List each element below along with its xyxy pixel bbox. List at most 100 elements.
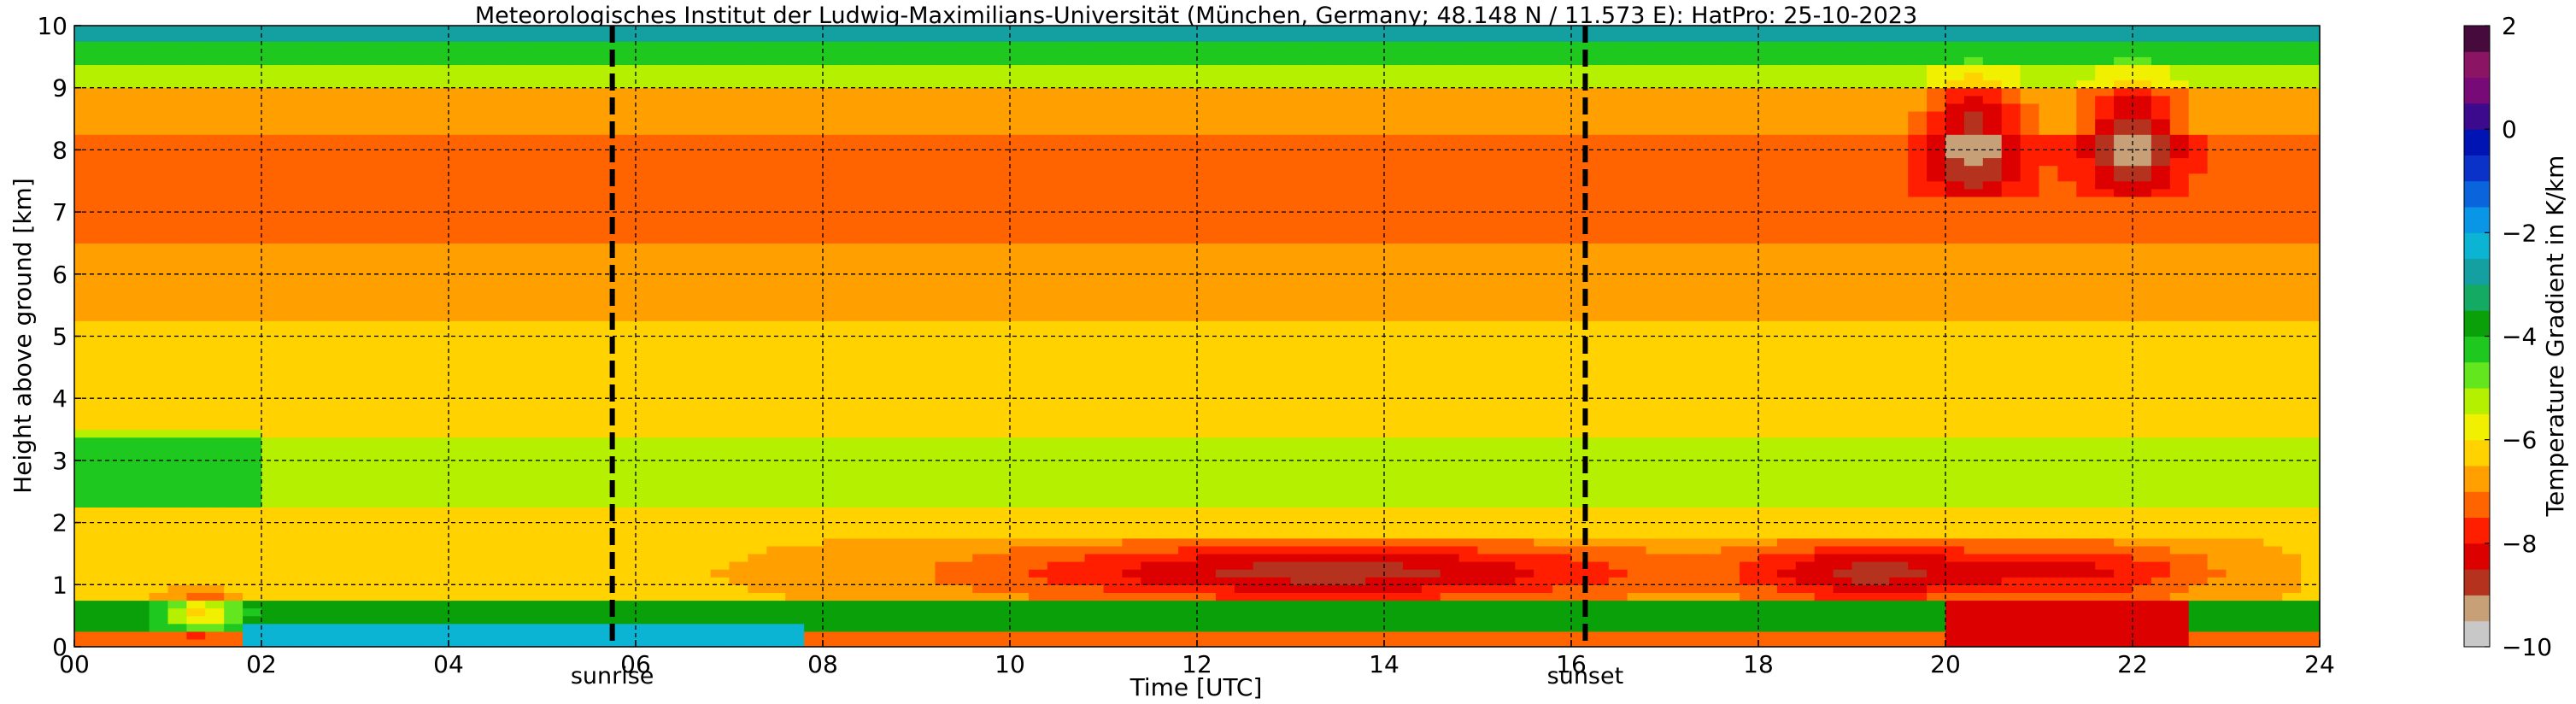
heatmap-cell bbox=[954, 631, 973, 640]
heatmap-cell bbox=[411, 343, 431, 353]
heatmap-cell bbox=[74, 467, 94, 477]
heatmap-cell bbox=[1084, 87, 1105, 97]
heatmap-cell bbox=[1047, 553, 1067, 562]
heatmap-cell bbox=[579, 212, 599, 220]
heatmap-cell bbox=[1197, 220, 1217, 228]
heatmap-cell bbox=[636, 243, 655, 252]
heatmap-cell bbox=[373, 414, 393, 423]
heatmap-cell bbox=[1159, 351, 1179, 361]
heatmap-cell bbox=[1234, 561, 1254, 570]
heatmap-cell bbox=[111, 126, 132, 135]
heatmap-cell bbox=[466, 243, 487, 252]
heatmap-cell bbox=[1028, 499, 1048, 508]
heatmap-cell bbox=[1065, 313, 1086, 321]
heatmap-cell bbox=[1215, 157, 1235, 167]
heatmap-cell bbox=[598, 577, 618, 585]
heatmap-cell bbox=[92, 421, 113, 431]
heatmap-cell bbox=[654, 180, 674, 190]
heatmap-cell bbox=[205, 313, 225, 321]
heatmap-cell bbox=[729, 64, 748, 73]
heatmap-cell bbox=[523, 467, 543, 477]
heatmap-cell bbox=[1215, 631, 1235, 640]
heatmap-cell bbox=[523, 607, 543, 617]
heatmap-cell bbox=[523, 266, 543, 275]
heatmap-cell bbox=[860, 110, 880, 120]
heatmap-cell bbox=[785, 577, 805, 585]
heatmap-cell bbox=[336, 220, 356, 228]
heatmap-cell bbox=[841, 467, 861, 477]
heatmap-cell bbox=[897, 173, 918, 182]
heatmap-cell bbox=[691, 173, 712, 182]
heatmap-cell bbox=[74, 258, 94, 267]
heatmap-cell bbox=[823, 522, 842, 531]
heatmap-cell bbox=[1103, 530, 1123, 539]
heatmap-cell bbox=[130, 313, 150, 321]
heatmap-cell bbox=[130, 134, 150, 143]
heatmap-cell bbox=[823, 49, 842, 57]
heatmap-cell bbox=[298, 421, 319, 431]
heatmap-cell bbox=[1103, 250, 1123, 260]
heatmap-cell bbox=[523, 460, 543, 469]
heatmap-cell bbox=[954, 577, 973, 585]
heatmap-cell bbox=[878, 499, 899, 508]
heatmap-cell bbox=[878, 522, 899, 531]
heatmap-cell bbox=[878, 530, 899, 539]
heatmap-cell bbox=[1178, 305, 1198, 314]
heatmap-cell bbox=[1215, 289, 1235, 298]
heatmap-cell bbox=[205, 631, 225, 640]
heatmap-cell bbox=[654, 569, 674, 578]
heatmap-cell bbox=[691, 157, 712, 167]
heatmap-cell bbox=[504, 157, 525, 167]
heatmap-cell bbox=[243, 95, 262, 104]
heatmap-cell bbox=[449, 537, 468, 547]
heatmap-cell bbox=[617, 467, 637, 477]
heatmap-cell bbox=[1065, 421, 1086, 431]
heatmap-cell bbox=[579, 305, 599, 314]
heatmap-cell bbox=[317, 33, 337, 42]
heatmap-cell bbox=[243, 289, 262, 298]
heatmap-cell bbox=[598, 196, 618, 205]
heatmap-cell bbox=[1141, 250, 1160, 260]
heatmap-cell bbox=[243, 429, 262, 438]
heatmap-cell bbox=[672, 220, 693, 228]
heatmap-cell bbox=[1215, 367, 1235, 376]
heatmap-cell bbox=[149, 220, 169, 228]
heatmap-cell bbox=[785, 126, 805, 135]
heatmap-cell bbox=[560, 196, 580, 205]
heatmap-cell bbox=[878, 134, 899, 143]
heatmap-cell bbox=[748, 561, 767, 570]
heatmap-cell bbox=[130, 87, 150, 97]
heatmap-cell bbox=[205, 514, 225, 524]
heatmap-cell bbox=[149, 584, 169, 593]
heatmap-cell bbox=[504, 600, 525, 609]
heatmap-cell bbox=[205, 126, 225, 135]
heatmap-cell bbox=[617, 119, 637, 127]
heatmap-cell bbox=[598, 561, 618, 570]
heatmap-cell bbox=[729, 289, 748, 298]
heatmap-cell bbox=[841, 452, 861, 461]
heatmap-cell bbox=[1197, 545, 1217, 554]
heatmap-cell bbox=[542, 72, 561, 81]
heatmap-cell bbox=[186, 305, 206, 314]
heatmap-cell bbox=[579, 615, 599, 625]
heatmap-cell bbox=[261, 103, 281, 112]
heatmap-cell bbox=[130, 119, 150, 127]
heatmap-cell bbox=[411, 165, 431, 174]
heatmap-cell bbox=[617, 243, 637, 252]
heatmap-cell bbox=[897, 383, 918, 391]
heatmap-cell bbox=[1028, 297, 1048, 306]
heatmap-cell bbox=[392, 258, 412, 267]
heatmap-cell bbox=[504, 49, 525, 57]
heatmap-cell bbox=[1122, 313, 1141, 321]
heatmap-cell bbox=[167, 126, 187, 135]
heatmap-cell bbox=[1178, 414, 1198, 423]
heatmap-cell bbox=[336, 367, 356, 376]
heatmap-cell bbox=[785, 561, 805, 570]
heatmap-cell bbox=[785, 421, 805, 431]
heatmap-cell bbox=[485, 297, 506, 306]
heatmap-cell bbox=[691, 537, 712, 547]
heatmap-cell bbox=[74, 26, 94, 34]
heatmap-cell bbox=[243, 467, 262, 477]
heatmap-cell bbox=[748, 165, 767, 174]
heatmap-cell bbox=[1028, 64, 1048, 73]
